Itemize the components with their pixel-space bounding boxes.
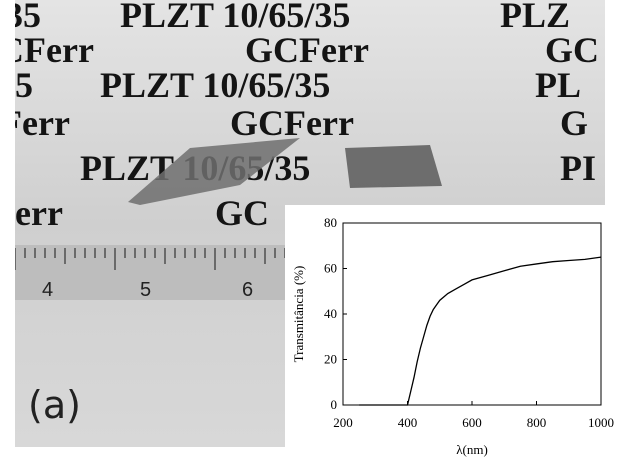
photo-text: GC [215, 193, 269, 233]
sample-piece [345, 145, 442, 188]
y-tick-label: 60 [324, 261, 337, 276]
y-axis-label: Transmitância (%) [291, 266, 306, 363]
photo-text: err [15, 193, 63, 233]
y-tick-label: 0 [331, 397, 338, 412]
figure: /35 PLZT 10/65/35 PLZ CFerr GCFerr GC 5 … [0, 0, 624, 467]
y-tick-label: 40 [324, 306, 337, 321]
x-tick-label: 400 [398, 415, 418, 430]
ruler-label: 6 [242, 279, 253, 301]
photo-text: Ferr [0, 103, 70, 143]
photo-text: PI [560, 148, 596, 188]
x-tick-label: 200 [333, 415, 353, 430]
photo-text: CFerr [0, 30, 94, 70]
y-tick-label: 20 [324, 352, 337, 367]
ruler-label: 5 [140, 279, 151, 301]
x-tick-label: 800 [527, 415, 547, 430]
photo-text: GC [545, 30, 599, 70]
photo-text: G [560, 103, 588, 143]
ruler-label: 4 [42, 279, 53, 301]
panel-label: (a) [28, 383, 81, 427]
photo-text: PL [535, 65, 581, 105]
photo-text: GCFerr [230, 103, 354, 143]
x-tick-label: 600 [462, 415, 482, 430]
x-axis-label: λ(nm) [456, 442, 488, 457]
photo-text: PLZT 10/65/35 [100, 65, 330, 105]
page: /35 PLZT 10/65/35 PLZ CFerr GCFerr GC 5 … [0, 0, 624, 467]
photo-text: GCFerr [245, 30, 369, 70]
x-tick-label: 1000 [588, 415, 614, 430]
y-tick-label: 80 [324, 215, 337, 230]
photo-text: 5 [15, 65, 33, 105]
